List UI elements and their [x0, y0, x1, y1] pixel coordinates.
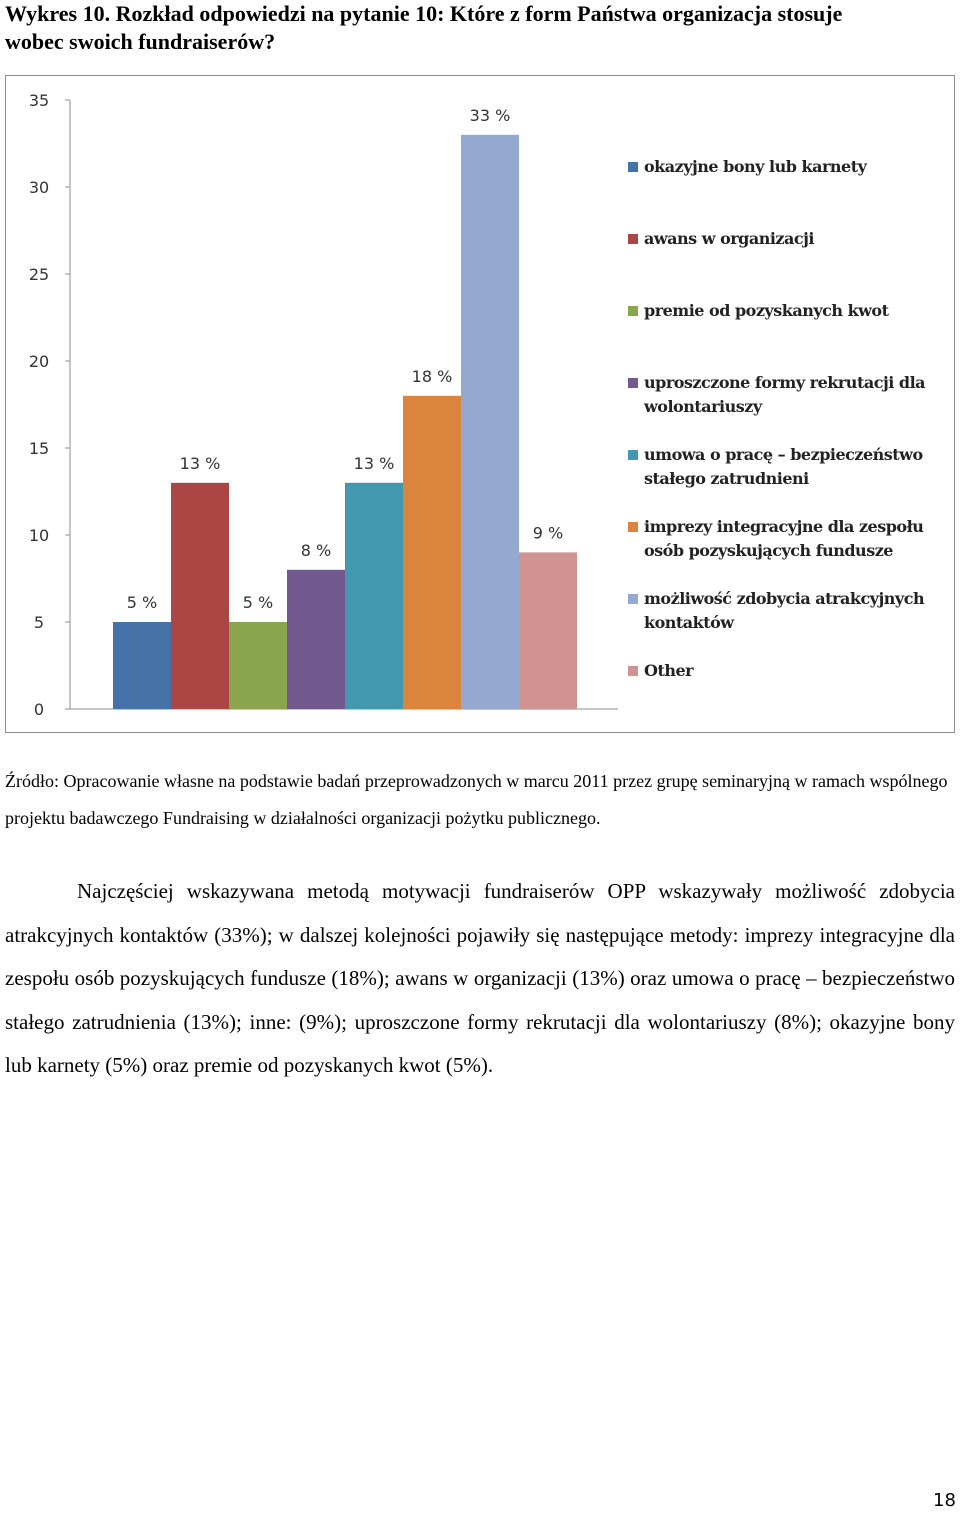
- bar: [519, 552, 577, 709]
- legend-swatch: [628, 594, 638, 604]
- legend-entry: Other: [628, 659, 960, 683]
- legend-swatch: [628, 522, 638, 532]
- legend-label: premie od pozyskanych kwot: [644, 301, 889, 320]
- legend-label: imprezy integracyjne dla zespołu osób po…: [644, 517, 924, 560]
- legend-swatch: [628, 234, 638, 244]
- bar: [403, 395, 461, 709]
- y-tick-label: 25: [29, 265, 49, 284]
- legend-entry: premie od pozyskanych kwot: [628, 299, 960, 323]
- chart: 0 5 10 15 20 25 30 35 5 % 13 % 5 % 8 % 13 % 18 % 33 % 9…: [5, 75, 955, 733]
- data-label: 5 %: [243, 593, 273, 612]
- bar: [229, 622, 287, 709]
- legend-entry: możliwość zdobycia atrakcyjnych kontaktó…: [628, 587, 960, 635]
- legend-entry: awans w organizacji: [628, 227, 960, 251]
- legend-label: umowa o pracę – bezpieczeństwo stałego z…: [644, 445, 923, 488]
- data-label: 13 %: [180, 454, 221, 473]
- bar: [113, 622, 171, 709]
- legend-swatch: [628, 162, 638, 172]
- legend-label: awans w organizacji: [644, 229, 815, 248]
- legend-swatch: [628, 666, 638, 676]
- y-tick-label: 15: [29, 439, 49, 458]
- y-tick-label: 30: [29, 178, 49, 197]
- legend-swatch: [628, 378, 638, 388]
- data-label: 33 %: [470, 106, 511, 125]
- bar: [287, 569, 345, 709]
- legend-swatch: [628, 306, 638, 316]
- data-label: 8 %: [301, 541, 331, 560]
- legend-entry: umowa o pracę – bezpieczeństwo stałego z…: [628, 443, 960, 491]
- legend-entry: uproszczone formy rekrutacji dla wolonta…: [628, 371, 960, 419]
- y-tick-label: 20: [29, 352, 49, 371]
- y-tick-label: 0: [34, 700, 44, 719]
- y-tick-label: 10: [29, 526, 49, 545]
- legend-label: uproszczone formy rekrutacji dla wolonta…: [644, 373, 926, 416]
- bar: [461, 134, 519, 710]
- paragraph: Najczęściej wskazywana metodą motywacji …: [5, 879, 955, 1077]
- y-tick-label: 35: [29, 91, 49, 110]
- data-label: 13 %: [354, 454, 395, 473]
- source-note: Źródło: Opracowanie własne na podstawie …: [5, 771, 948, 828]
- bar: [171, 482, 229, 709]
- page-number: 18: [933, 1490, 956, 1511]
- legend-entry: okazyjne bony lub karnety: [628, 155, 960, 179]
- data-label: 18 %: [412, 367, 453, 386]
- legend-label: Other: [644, 661, 694, 680]
- data-label: 9 %: [533, 523, 563, 542]
- figure-title: Wykres 10. Rozkład odpowiedzi na pytanie…: [5, 1, 843, 54]
- y-tick-label: 5: [34, 613, 44, 632]
- legend-label: możliwość zdobycia atrakcyjnych kontaktó…: [644, 589, 925, 632]
- legend-swatch: [628, 450, 638, 460]
- legend-label: okazyjne bony lub karnety: [644, 157, 867, 176]
- bar: [345, 482, 403, 709]
- legend-entry: imprezy integracyjne dla zespołu osób po…: [628, 515, 960, 563]
- data-label: 5 %: [127, 593, 157, 612]
